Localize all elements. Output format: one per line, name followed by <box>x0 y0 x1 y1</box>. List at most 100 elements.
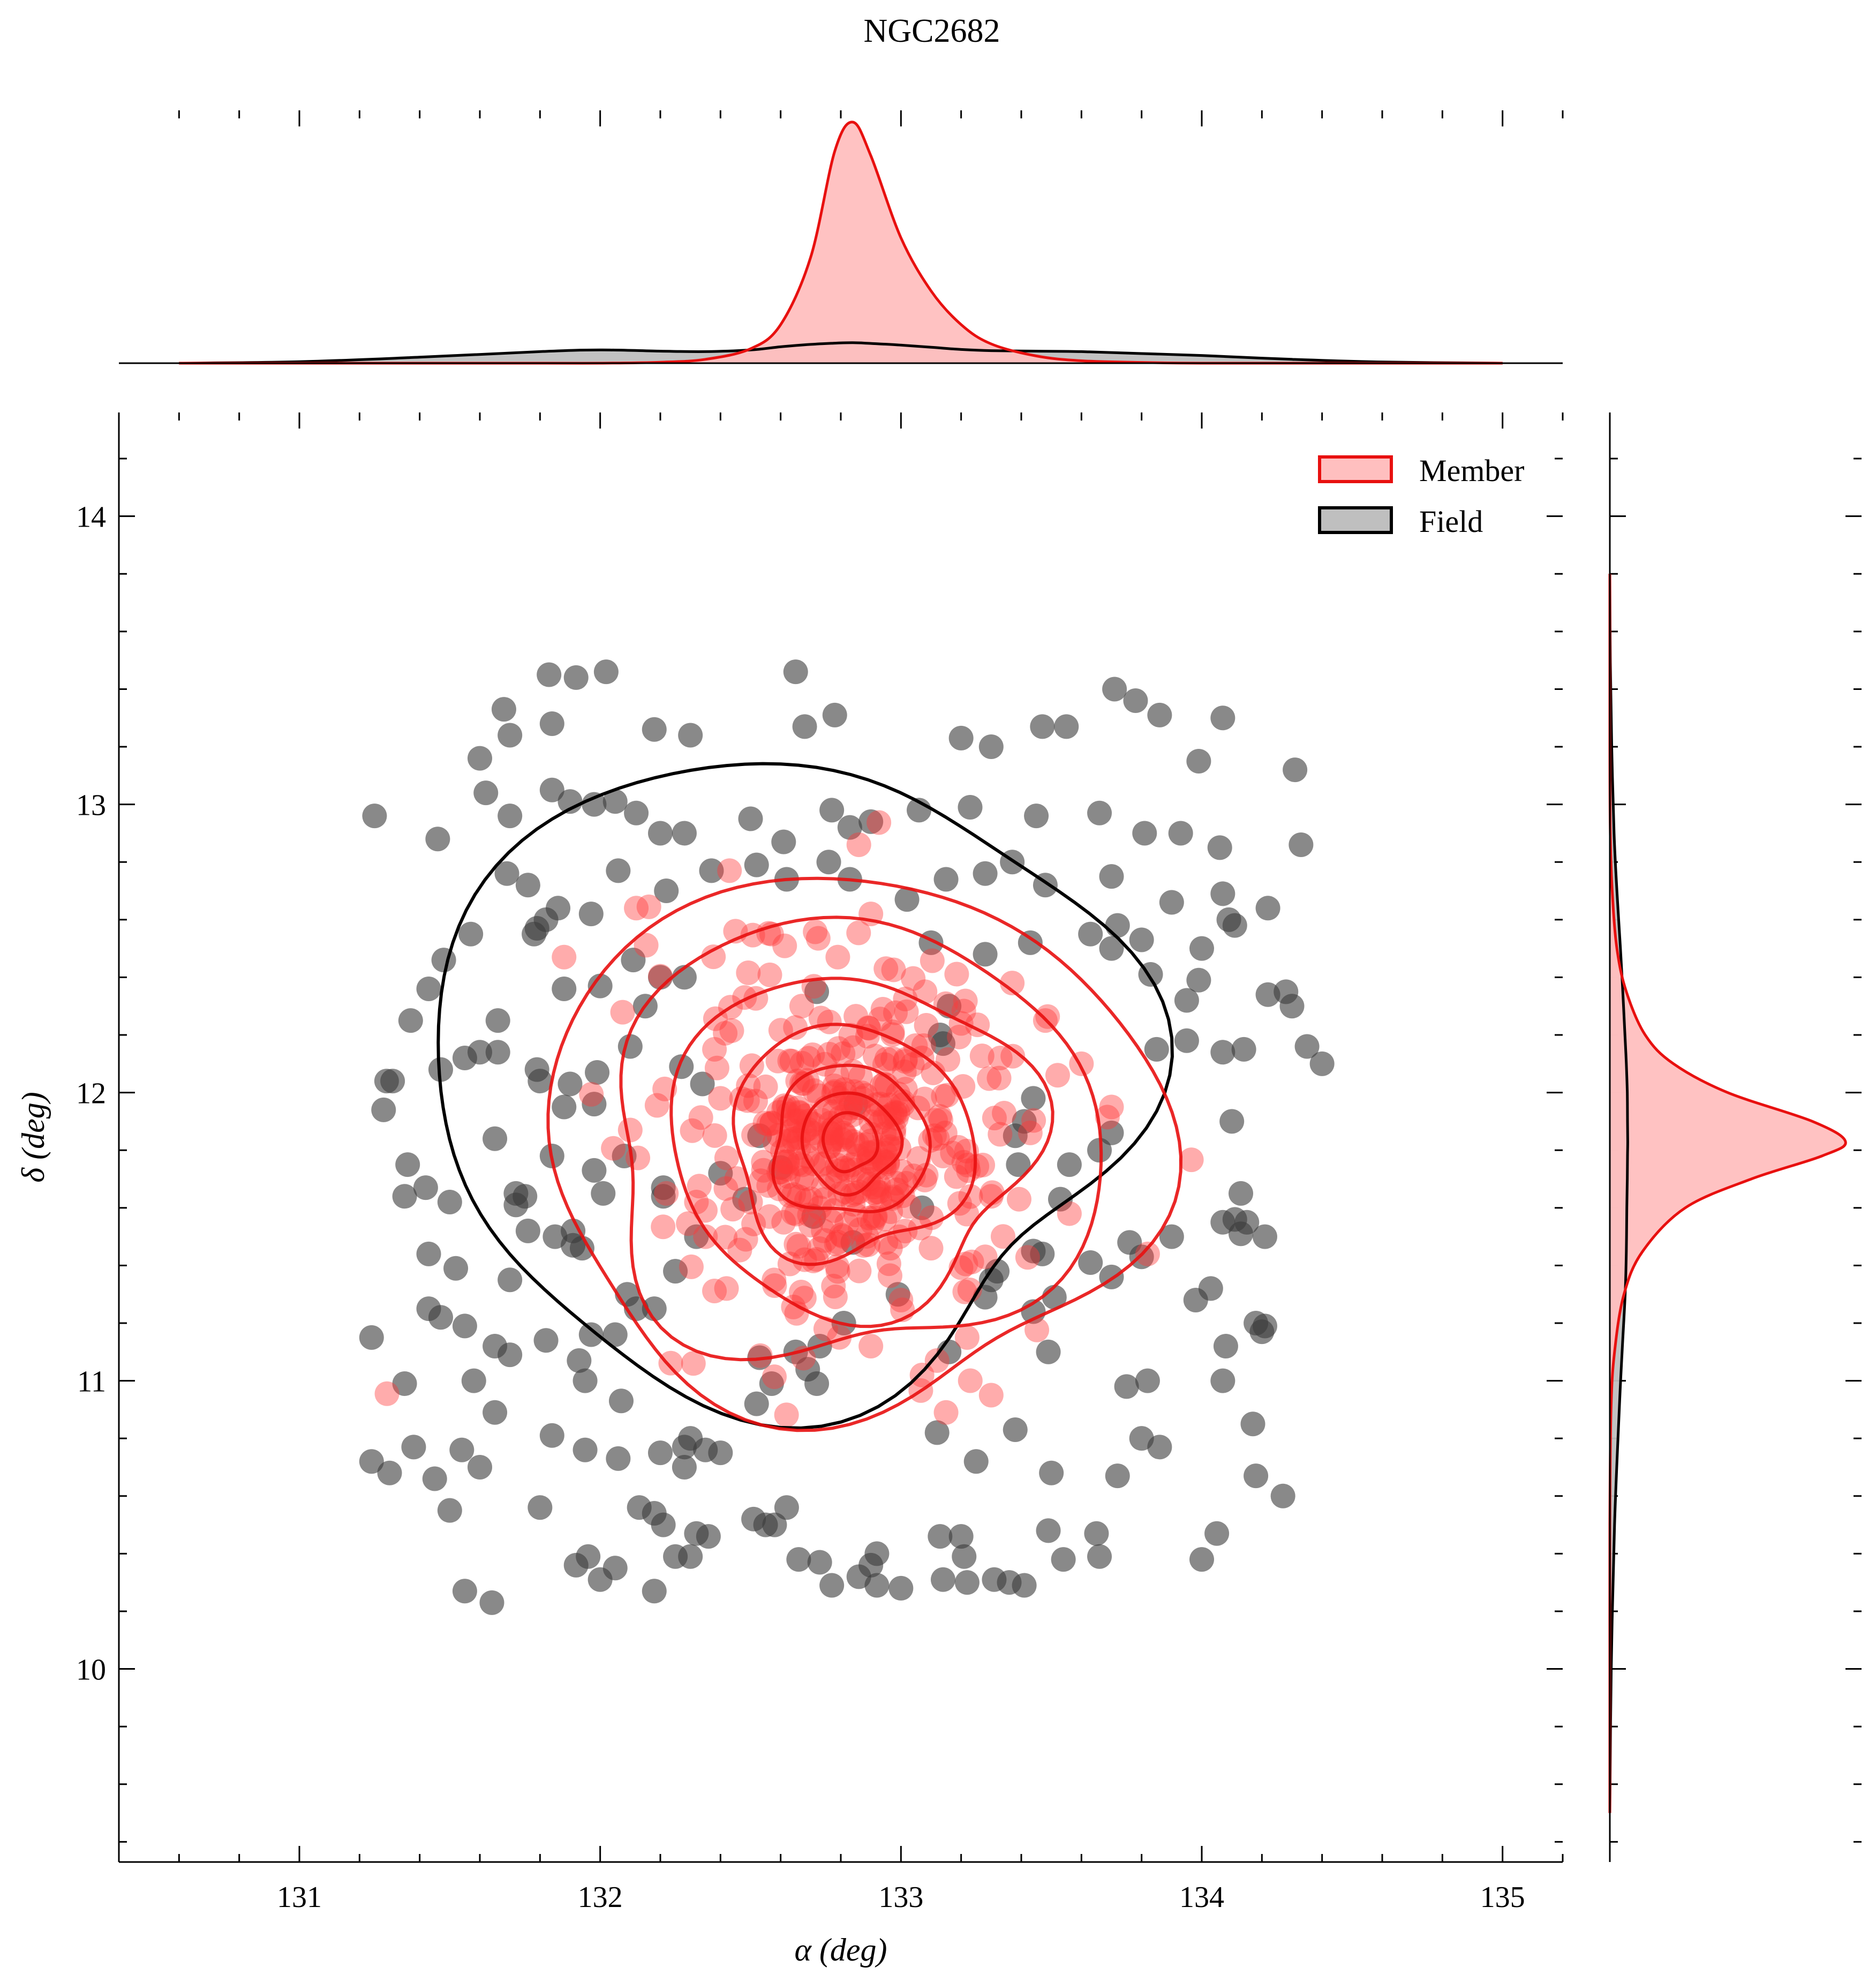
field-point <box>1102 677 1127 702</box>
field-point <box>452 1313 477 1339</box>
member-point <box>831 1224 856 1249</box>
field-point <box>468 1454 492 1480</box>
member-point <box>856 1015 881 1040</box>
field-contour <box>436 762 1174 1430</box>
field-point <box>1030 714 1055 739</box>
member-point <box>792 1247 817 1272</box>
field-point <box>1210 1040 1235 1065</box>
member-point <box>884 1170 909 1196</box>
field-point <box>515 1218 540 1243</box>
field-point <box>1129 1244 1154 1270</box>
member-point <box>701 944 726 970</box>
field-point <box>591 1181 616 1206</box>
field-point <box>582 1158 607 1183</box>
member-point <box>853 1132 878 1158</box>
member-point <box>785 1095 810 1121</box>
field-point <box>1204 1521 1230 1546</box>
field-point <box>973 861 998 886</box>
legend-swatch-field <box>1318 506 1393 534</box>
member-point <box>748 1343 773 1368</box>
field-point <box>759 1371 784 1396</box>
field-point <box>546 896 571 921</box>
field-point <box>1129 927 1154 952</box>
member-point <box>861 1175 886 1200</box>
field-point <box>958 795 983 820</box>
field-point <box>602 1556 628 1581</box>
member-point <box>779 1048 804 1073</box>
field-point <box>593 659 619 685</box>
member-point <box>923 1108 948 1133</box>
member-point <box>792 1118 817 1143</box>
member-point <box>702 1037 727 1062</box>
field-point <box>428 1057 453 1082</box>
member-point <box>827 1325 852 1350</box>
top-marginal-ticks <box>178 110 1564 126</box>
member-point <box>752 1110 778 1136</box>
field-point <box>413 1175 438 1200</box>
field-point <box>1159 1224 1184 1249</box>
chart-title: NGC2682 <box>864 13 1000 49</box>
field-point <box>1105 913 1130 938</box>
member-point <box>892 1059 917 1084</box>
field-point <box>924 1420 950 1445</box>
field-point <box>819 798 845 823</box>
field-point <box>1210 705 1235 731</box>
member-point <box>789 1050 815 1076</box>
member-point <box>789 1280 814 1305</box>
field-point <box>1309 1051 1335 1076</box>
field-point <box>741 1506 766 1531</box>
field-point <box>1234 1210 1260 1235</box>
member-point <box>796 1046 821 1071</box>
member-point <box>885 1100 910 1125</box>
member-point <box>648 964 673 989</box>
member-point <box>901 966 926 991</box>
field-point <box>963 1449 989 1474</box>
field-point <box>359 1449 384 1474</box>
member-point <box>688 1105 713 1130</box>
field-point <box>819 1573 845 1598</box>
member-point <box>878 1236 903 1261</box>
member-point <box>856 1140 882 1165</box>
field-point <box>1054 714 1079 739</box>
field-point <box>948 1524 974 1549</box>
member-point <box>825 944 850 970</box>
field-point <box>1270 1483 1295 1508</box>
member-point <box>1045 1063 1070 1088</box>
member-point <box>762 1273 787 1298</box>
member-point <box>838 1023 863 1048</box>
member-point <box>756 1112 781 1137</box>
member-point <box>903 1033 928 1058</box>
field-point <box>1231 1037 1256 1062</box>
member-point <box>813 1150 839 1175</box>
field-point <box>485 1008 510 1033</box>
member-point <box>736 1073 761 1098</box>
member-point <box>552 944 577 970</box>
field-point <box>930 1031 955 1056</box>
field-point <box>690 1071 715 1097</box>
member-point <box>965 1154 990 1179</box>
member-point <box>825 1167 850 1192</box>
member-point <box>888 1287 914 1312</box>
field-points <box>359 659 1335 1615</box>
member-point <box>841 1035 866 1060</box>
member-point <box>858 1334 884 1359</box>
member-point <box>879 1128 905 1153</box>
field-point <box>744 1391 769 1416</box>
member-point <box>610 1000 635 1025</box>
field-point <box>1289 832 1314 857</box>
member-point <box>783 1232 809 1257</box>
field-point <box>804 979 830 1004</box>
field-point <box>1006 1152 1031 1177</box>
member-point <box>757 962 782 987</box>
member-point <box>969 1043 994 1069</box>
member-point <box>798 1213 823 1238</box>
field-point <box>952 1544 977 1569</box>
member-point <box>890 1159 915 1184</box>
field-point <box>359 1325 384 1350</box>
member-point <box>792 1286 817 1311</box>
field-point <box>1174 1028 1199 1053</box>
member-point <box>704 1055 729 1080</box>
field-point <box>552 976 577 1001</box>
field-point <box>1210 881 1235 906</box>
field-point <box>569 1236 594 1261</box>
